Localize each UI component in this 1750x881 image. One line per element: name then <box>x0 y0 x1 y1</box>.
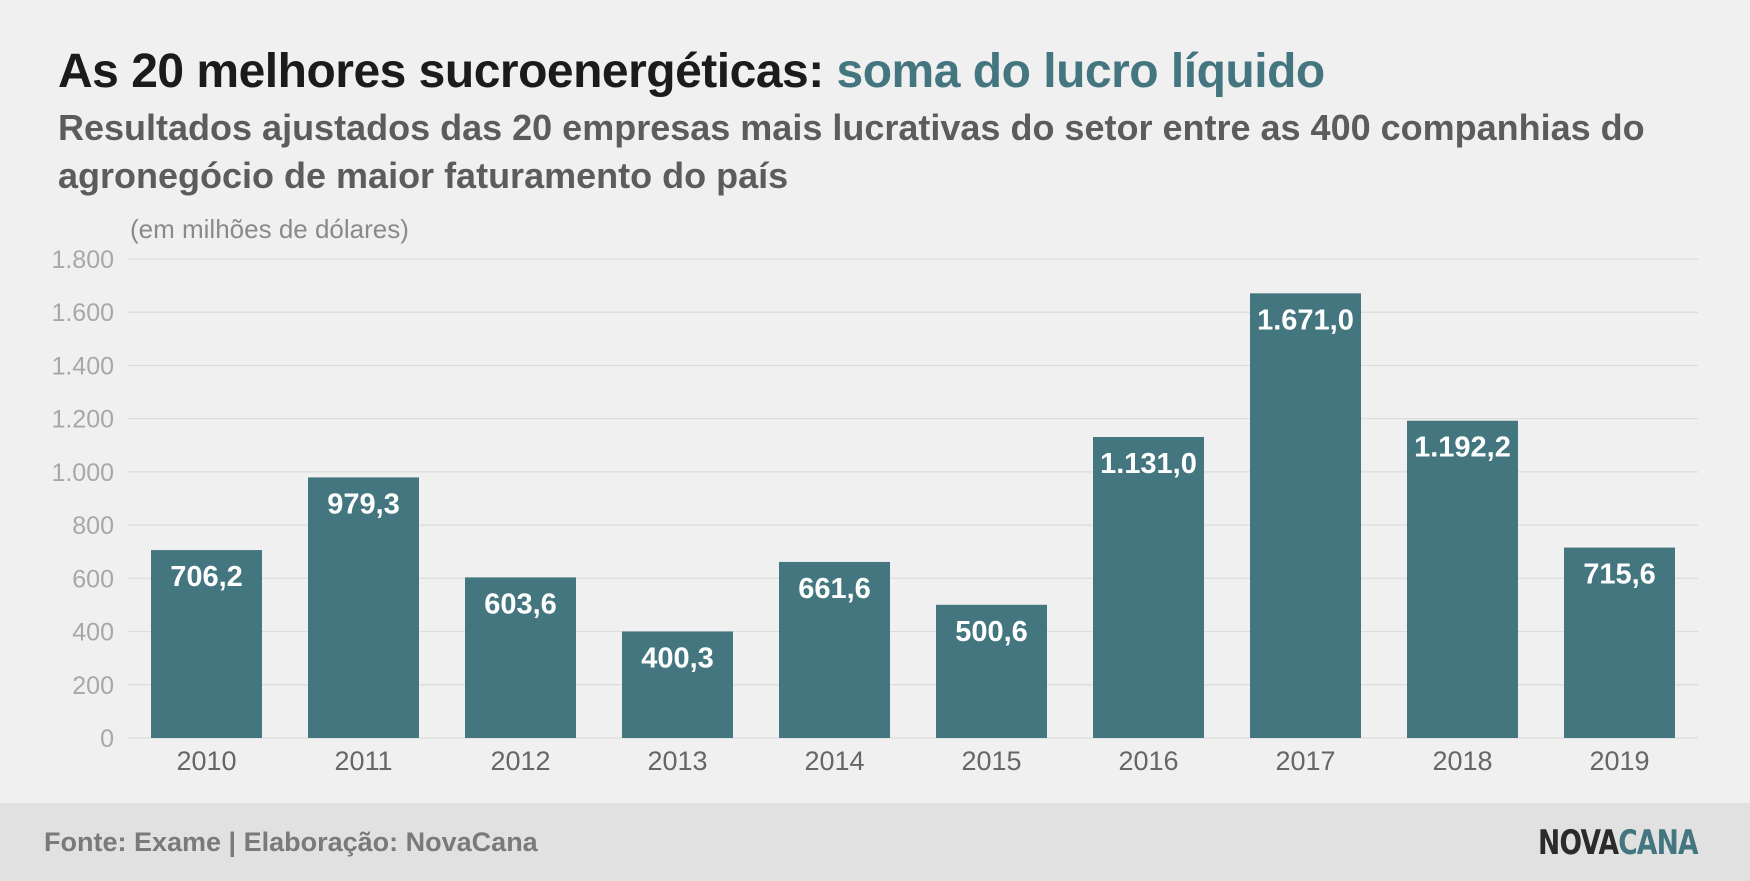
y-tick-label: 1.200 <box>51 406 114 434</box>
bar-value-label: 603,6 <box>484 588 557 620</box>
y-tick-label: 1.600 <box>51 299 114 327</box>
bar-2010 <box>151 550 262 738</box>
bar-value-label: 1.671,0 <box>1257 304 1354 336</box>
chart-subtitle: Resultados ajustados das 20 empresas mai… <box>58 107 1645 196</box>
chart-title: As 20 melhores sucroenergéticas: soma do… <box>58 44 1325 99</box>
bar-2015 <box>936 604 1047 738</box>
y-tick-label: 1.000 <box>51 459 114 487</box>
logo-part-nova: NOVA <box>1538 823 1619 863</box>
bar-value-label: 661,6 <box>798 573 871 605</box>
bar-2014 <box>779 561 890 738</box>
y-tick-label: 1.800 <box>51 246 114 274</box>
bar-value-label: 1.192,2 <box>1414 432 1511 464</box>
x-category-label: 2014 <box>804 746 864 776</box>
x-category-label: 2013 <box>647 746 707 776</box>
x-category-label: 2015 <box>961 746 1021 776</box>
bars: 706,2 979,3 603,6 400,3 661,6 500,6 1.131,0 1.6… <box>151 293 1675 738</box>
title-main: As 20 melhores sucroenergéticas: <box>58 45 824 98</box>
bar-2019 <box>1564 547 1675 738</box>
x-category-label: 2010 <box>176 746 236 776</box>
source-note: Fonte: Exame | Elaboração: NovaCana <box>44 827 538 857</box>
bar-value-label: 400,3 <box>641 642 714 674</box>
x-axis-categories: 2010 2011 2012 2013 2014 2015 2016 2017 2018 2019 <box>176 746 1649 776</box>
bar-2018 <box>1407 420 1518 738</box>
title-accent: soma do lucro líquido <box>836 45 1326 98</box>
y-tick-label: 1.400 <box>51 352 114 380</box>
bar-2011 <box>308 477 419 738</box>
bar-value-label: 1.131,0 <box>1100 448 1197 480</box>
logo-part-cana: CANA <box>1618 823 1698 863</box>
bar-value-label: 500,6 <box>955 616 1028 648</box>
bar-2017 <box>1250 293 1361 738</box>
novacana-logo: NOVACANA <box>1538 823 1699 863</box>
y-axis-ticks: 0 200 400 600 800 1.000 1.200 1.400 1.600 1.800 <box>51 246 114 753</box>
bar-2013 <box>622 631 733 738</box>
x-category-label: 2017 <box>1275 746 1335 776</box>
bar-value-label: 706,2 <box>170 561 243 593</box>
unit-note: (em milhões de dólares) <box>130 214 409 244</box>
y-tick-label: 400 <box>72 619 114 647</box>
y-tick-label: 0 <box>100 725 114 753</box>
y-tick-label: 200 <box>72 672 114 700</box>
bar-chart: (em milhões de dólares) 0 200 400 600 800 1.0… <box>51 214 1698 776</box>
bar-2012 <box>465 577 576 738</box>
y-tick-label: 800 <box>72 512 114 540</box>
footer: Fonte: Exame | Elaboração: NovaCana NOVA… <box>0 803 1750 881</box>
bar-2016 <box>1093 437 1204 738</box>
x-category-label: 2018 <box>1432 746 1492 776</box>
x-category-label: 2019 <box>1589 746 1649 776</box>
x-category-label: 2011 <box>334 746 392 776</box>
bar-value-label: 979,3 <box>327 488 400 520</box>
bar-value-label: 715,6 <box>1583 559 1656 591</box>
x-category-label: 2012 <box>490 746 550 776</box>
x-category-label: 2016 <box>1118 746 1178 776</box>
y-tick-label: 600 <box>72 565 114 593</box>
